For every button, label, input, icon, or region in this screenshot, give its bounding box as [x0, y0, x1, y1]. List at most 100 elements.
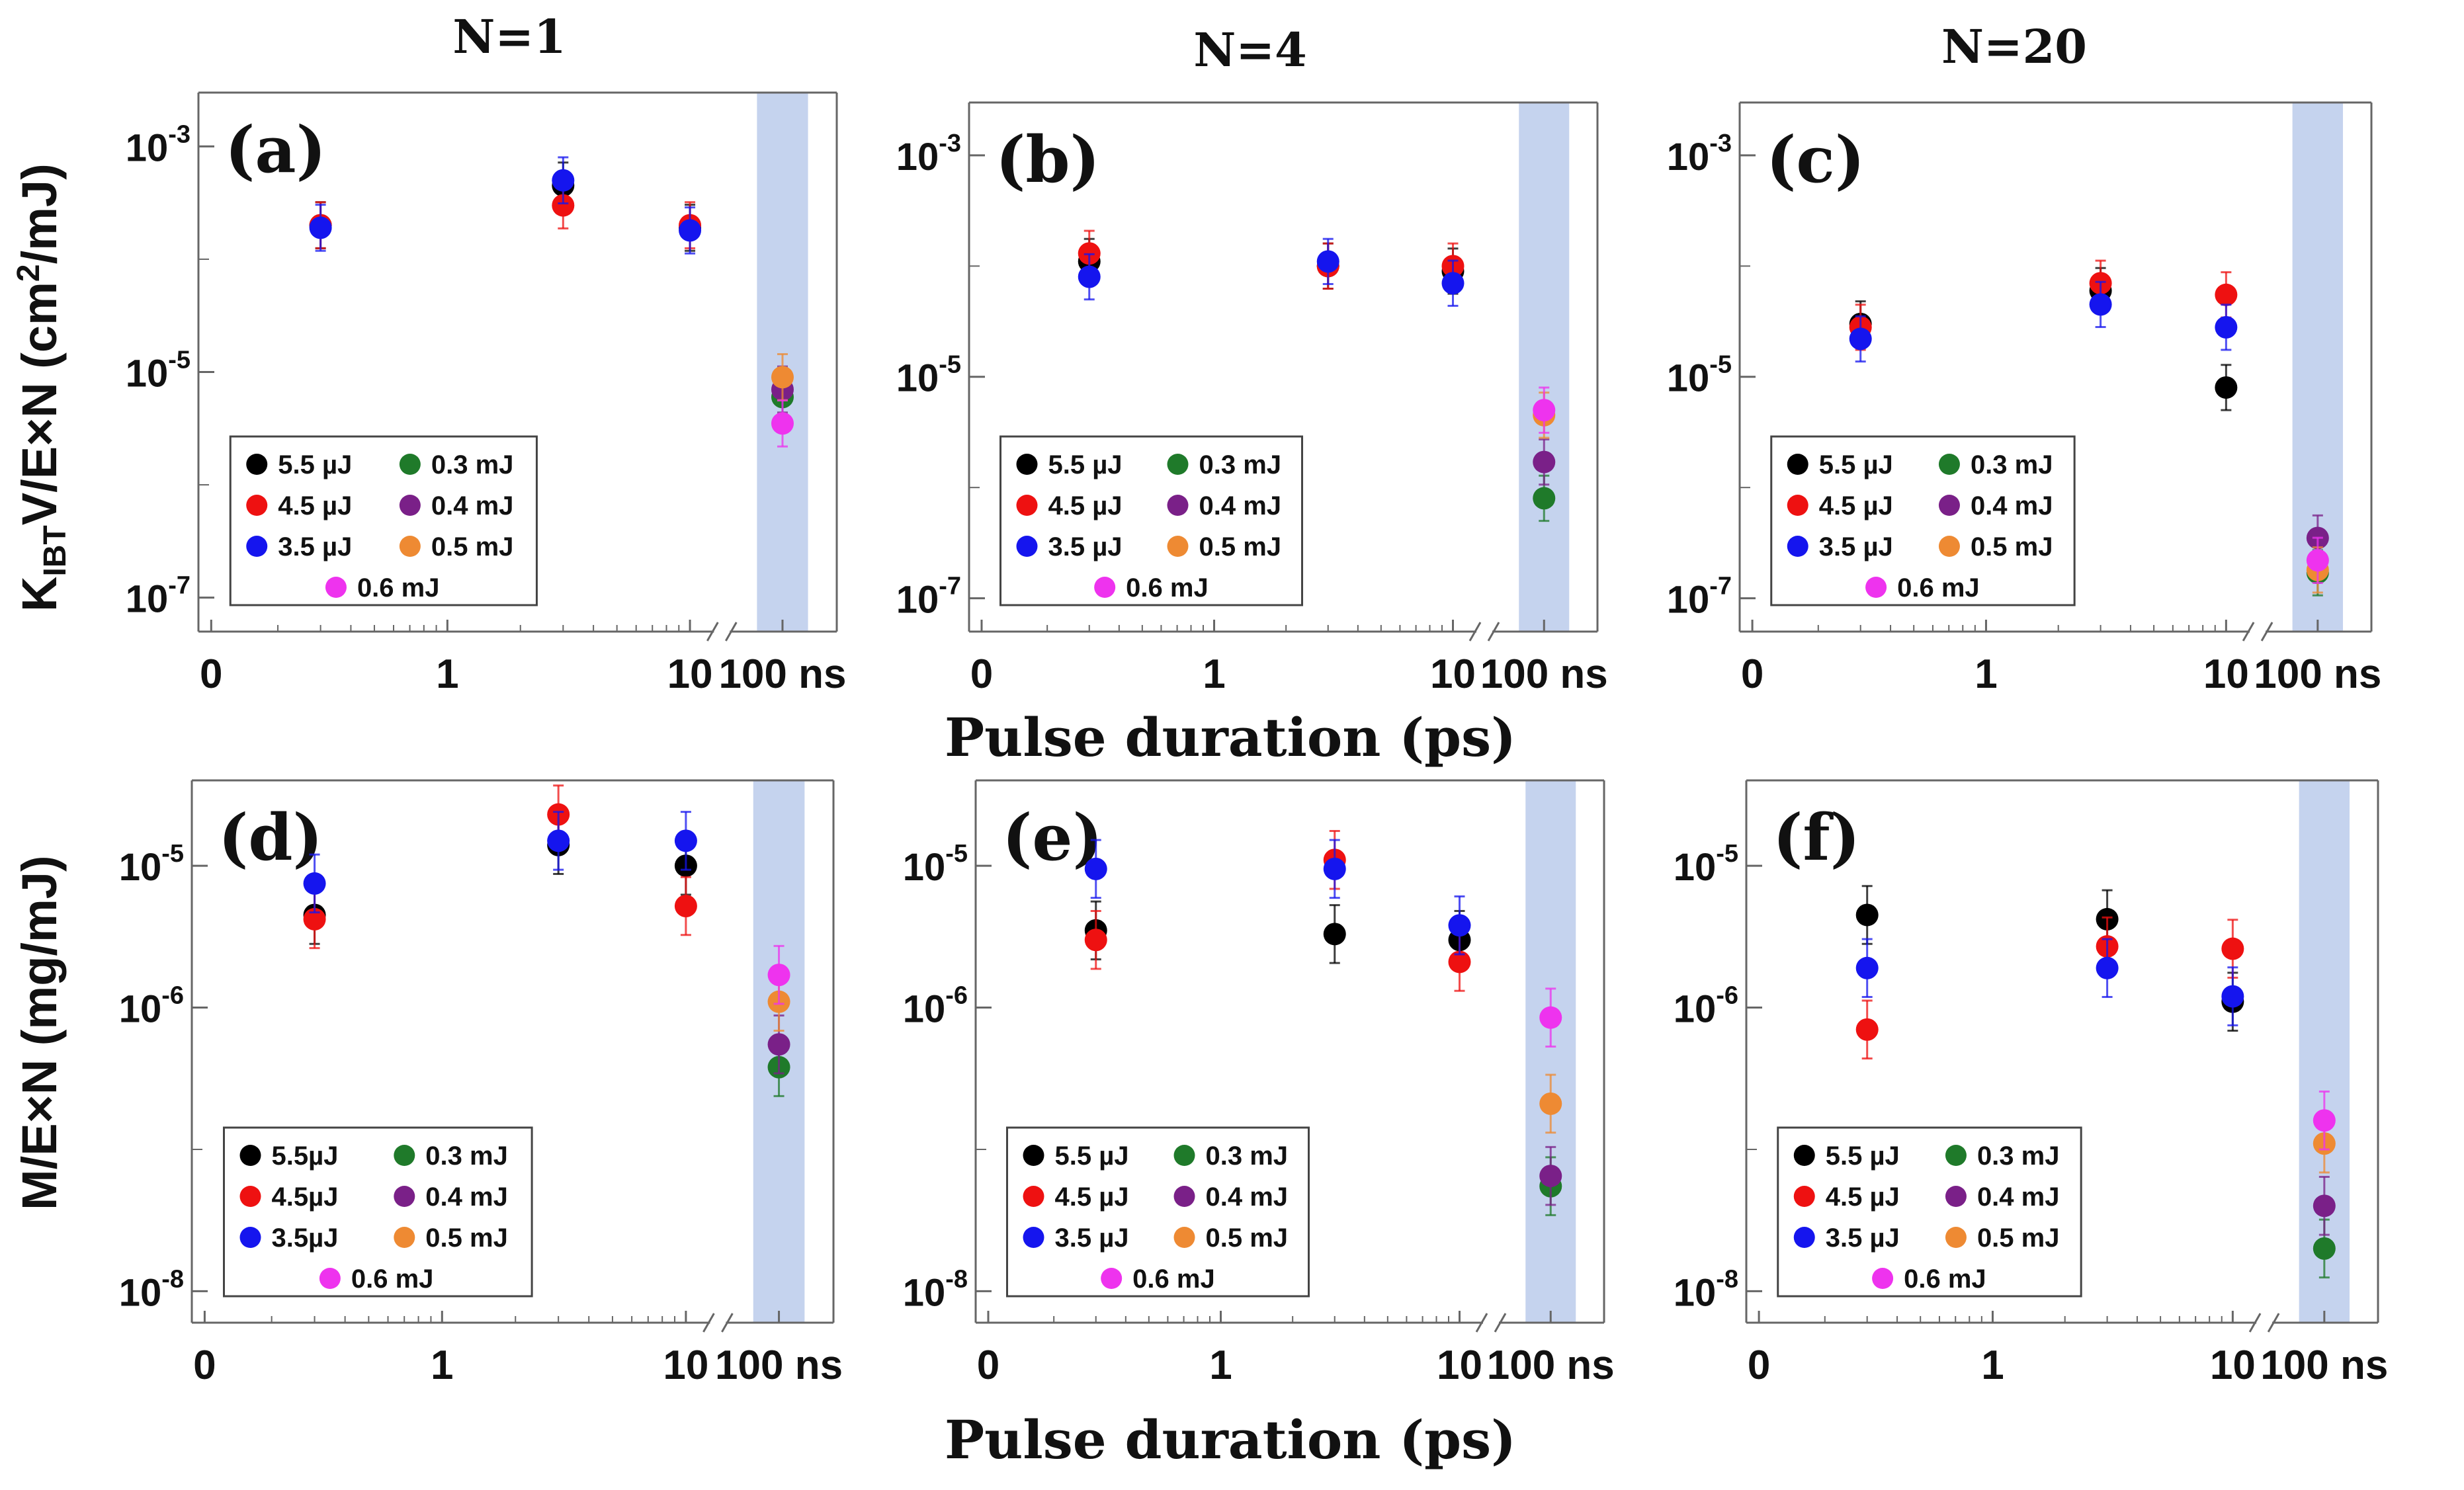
legend-marker [399, 536, 421, 557]
data-point-4-5-j [674, 895, 697, 918]
legend-label: 5.5 µJ [278, 450, 352, 479]
series-group [1084, 829, 1562, 1216]
legend-marker [399, 454, 421, 475]
x-tick-label: 0 [977, 1343, 999, 1388]
legend-marker [1016, 495, 1038, 516]
data-point-3-5-j [2215, 315, 2238, 339]
column-title-n4: N=4 [1193, 22, 1306, 77]
data-point-0-3-mj [2313, 1237, 2336, 1260]
series-group [309, 156, 794, 448]
data-point-4-5-j [303, 907, 326, 931]
legend: 5.5 µJ 0.3 mJ 4.5 µJ 0.4 mJ 3.5 µJ 0.5 mJ 0.6 … [999, 435, 1303, 606]
data-point-0-3-mj [1533, 487, 1556, 510]
axis-break-mark [1468, 622, 1482, 642]
legend-marker [1023, 1186, 1044, 1207]
legend-marker [1787, 454, 1808, 475]
legend-marker [246, 536, 268, 557]
legend-label: 4.5 µJ [1826, 1182, 1900, 1212]
data-point-3-5-j [2089, 293, 2112, 316]
legend-marker [1167, 536, 1189, 557]
legend-marker [394, 1227, 415, 1248]
legend-label: 4.5µJ [272, 1182, 339, 1212]
legend-marker [1938, 454, 1960, 475]
y-tick-label: 10-5 [1667, 351, 1732, 400]
y-axis-title-top: KIBTV/E×N (cm2/mJ) [11, 163, 73, 612]
axis-break-mark [2267, 1313, 2280, 1333]
data-point-0-5-mj [1539, 1092, 1562, 1115]
data-point-3-5-j [1316, 250, 1339, 273]
legend-label: 3.5µJ [272, 1223, 339, 1253]
x-tick-label: 1 [1981, 1343, 2004, 1388]
panel-label: (c) [1766, 122, 1865, 197]
legend-label: 0.3 mJ [431, 450, 514, 479]
legend-marker [1101, 1268, 1123, 1289]
legend: 5.5 µJ 0.3 mJ 4.5 µJ 0.4 mJ 3.5 µJ 0.5 mJ 0.6 … [1777, 1126, 2082, 1298]
x-axis-title-bottom: Pulse duration (ps) [945, 1409, 1516, 1471]
axis-break-mark [2248, 1313, 2262, 1333]
legend-box [223, 1126, 533, 1298]
legend-label: 5.5 µJ [1055, 1141, 1129, 1171]
axis-break-mark [721, 1313, 734, 1333]
data-point-5-5-j [2215, 376, 2238, 399]
legend-marker [239, 1186, 261, 1207]
legend-marker [1938, 495, 1960, 516]
legend-label: 0.5 mJ [431, 532, 514, 561]
legend-label: 0.5 mJ [1977, 1223, 2060, 1253]
data-point-4-5-j [2215, 283, 2238, 306]
x-tick-label: 0 [1748, 1343, 1770, 1388]
legend-label: 5.5 µJ [1826, 1141, 1900, 1171]
x-axis-title-top: Pulse duration (ps) [945, 706, 1516, 768]
axis-break-mark [724, 622, 738, 642]
legend-marker [1173, 1227, 1195, 1248]
y-tick-label: 10-7 [126, 572, 191, 621]
legend-marker [1787, 495, 1808, 516]
y-tick-label: 10-3 [1667, 130, 1732, 179]
x-tick-label: 100 ns [718, 651, 846, 697]
data-point-3-5-j [2096, 956, 2119, 979]
panel-e: 0 1 10 100 ns 10-5 10-6 10-8 (e) 5.5 µJ 0.3 mJ 4.5… [903, 779, 1615, 1388]
legend-marker [394, 1145, 415, 1166]
y-axis-title-bottom: M/E×N (mg/mJ) [12, 855, 67, 1210]
data-point-0-4-mj [1533, 450, 1556, 474]
x-tick-label: 1 [1203, 651, 1225, 697]
y-tick-label: 10-6 [1674, 982, 1738, 1031]
y-tick-label: 10-5 [1674, 840, 1738, 889]
series-group [1849, 259, 2329, 597]
legend-marker [1023, 1227, 1044, 1248]
legend: 5.5 µJ 0.3 mJ 4.5 µJ 0.4 mJ 3.5 µJ 0.5 mJ 0.6 … [229, 435, 538, 606]
x-tick-label: 1 [436, 651, 458, 697]
legend-label: 4.5 µJ [1055, 1182, 1129, 1212]
data-point-0-5-mj [771, 366, 794, 389]
data-point-5-5-j [1855, 903, 1879, 927]
legend-label: 0.4 mJ [1971, 491, 2053, 520]
data-point-3-5-j [1855, 956, 1879, 979]
legend-box [999, 435, 1303, 606]
legend-marker [1173, 1145, 1195, 1166]
legend-label: 3.5 µJ [1819, 532, 1893, 561]
legend-marker [1787, 536, 1808, 557]
y-tick-label: 10-6 [119, 982, 184, 1031]
series-group [1078, 229, 1556, 522]
data-point-4-5-j [2221, 937, 2244, 960]
data-point-3-5-j [2221, 985, 2244, 1008]
legend-label: 0.6 mJ [357, 573, 440, 602]
data-point-4-5-j [1448, 950, 1471, 973]
axis-break-mark [1494, 1313, 1507, 1333]
legend-label: 0.4 mJ [1199, 491, 1282, 520]
legend-label: 3.5 µJ [1048, 532, 1123, 561]
column-title-n20: N=20 [1941, 19, 2087, 74]
data-point-3-5-j [1448, 914, 1471, 937]
data-point-0-4-mj [1539, 1165, 1562, 1188]
y-tick-label: 10-5 [126, 347, 191, 395]
legend-box [229, 435, 538, 606]
x-tick-label: 1 [431, 1343, 453, 1388]
legend-marker [1173, 1186, 1195, 1207]
legend-label: 0.3 mJ [425, 1141, 508, 1171]
panel-label: (e) [1002, 800, 1103, 875]
data-point-0-6-mj [2313, 1109, 2336, 1132]
legend-marker [1938, 536, 1960, 557]
axis-break-mark [2242, 622, 2255, 642]
legend-label: 0.3 mJ [1199, 450, 1282, 479]
legend-label: 0.5 mJ [1971, 532, 2053, 561]
